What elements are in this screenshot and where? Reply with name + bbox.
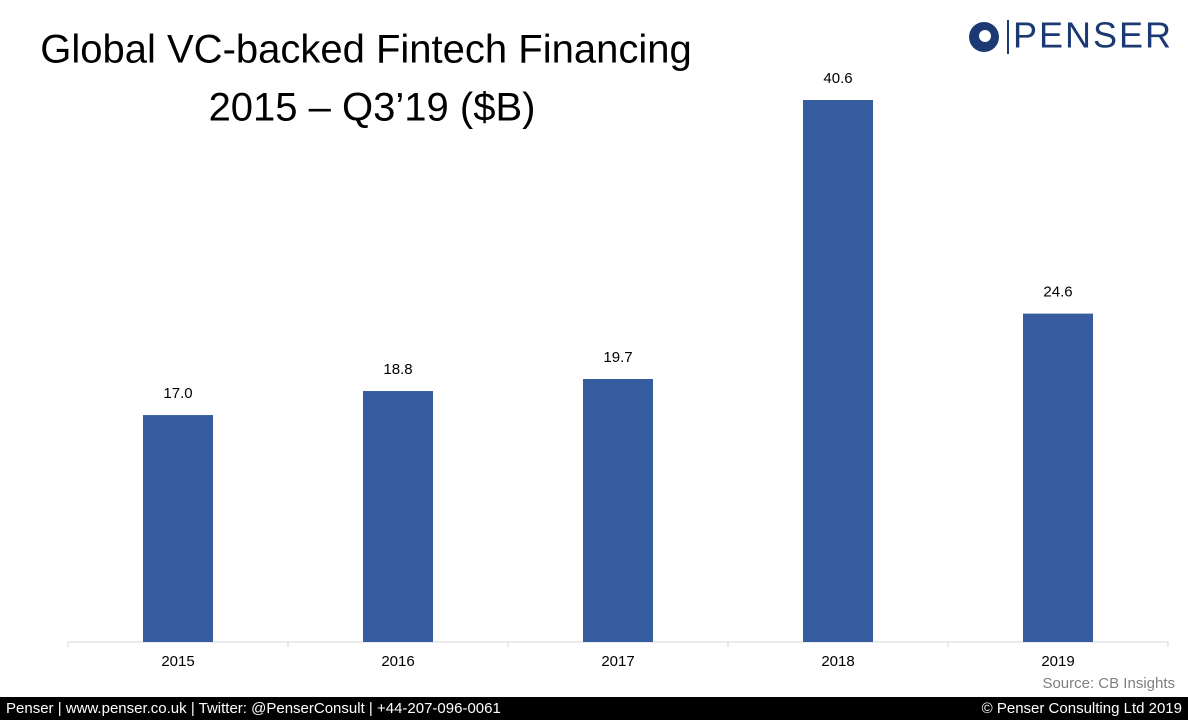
footer-right: © Penser Consulting Ltd 2019 <box>982 700 1182 717</box>
source: Source: CB Insights <box>1042 675 1175 692</box>
footer-bar <box>0 697 1188 720</box>
x-tick-label: 2016 <box>381 653 414 670</box>
chart-title: Global VC-backed Fintech Financing <box>40 28 691 72</box>
bar <box>143 415 213 642</box>
footer-left: Penser | www.penser.co.uk | Twitter: @Pe… <box>6 700 501 717</box>
bar <box>1023 313 1093 642</box>
data-label: 40.6 <box>823 70 852 87</box>
x-tick-label: 2015 <box>161 653 194 670</box>
data-label: 19.7 <box>603 349 632 366</box>
x-tick-label: 2017 <box>601 653 634 670</box>
x-tick-label: 2019 <box>1041 653 1074 670</box>
chart-subtitle: 2015 – Q3’19 ($B) <box>209 86 536 130</box>
data-label: 18.8 <box>383 361 412 378</box>
data-label: 17.0 <box>163 385 192 402</box>
logo-icon-inner <box>979 30 991 42</box>
logo: PENSER <box>969 15 1173 56</box>
bar <box>803 100 873 642</box>
x-tick-label: 2018 <box>821 653 854 670</box>
bar <box>363 391 433 642</box>
data-label: 24.6 <box>1043 284 1072 301</box>
logo-text: PENSER <box>1013 15 1173 56</box>
bar <box>583 379 653 642</box>
